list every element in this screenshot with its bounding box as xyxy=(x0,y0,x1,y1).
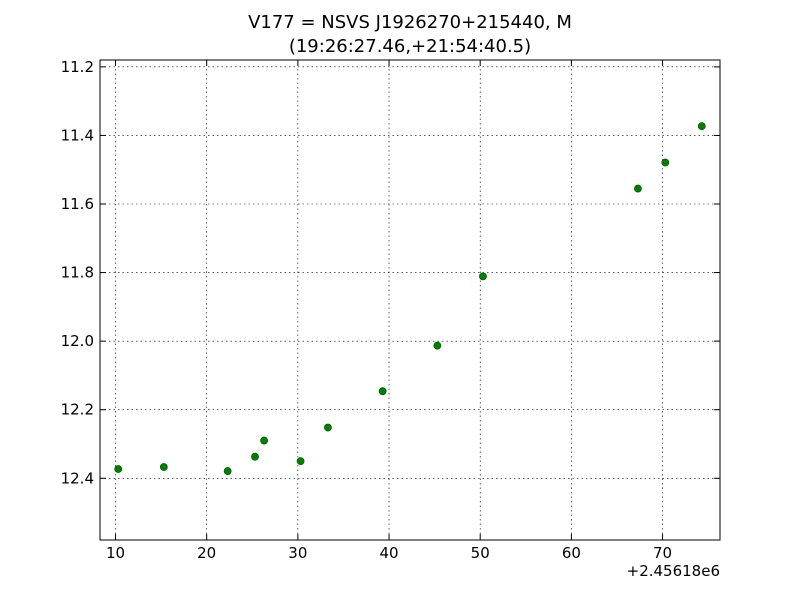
data-points xyxy=(114,122,706,475)
data-point xyxy=(324,423,332,432)
x-tick-label: 10 xyxy=(106,544,125,562)
chart-title: V177 = NSVS J1926270+215440, M xyxy=(248,12,572,33)
data-point xyxy=(159,463,168,471)
x-tick-label: 30 xyxy=(288,544,307,562)
axis-ticks: 10 20 30 40 50 60 70 11.2 11.4 11.6 11.8 12.0 12.2 12… xyxy=(61,58,720,562)
grid-lines xyxy=(100,60,720,540)
data-point xyxy=(634,184,642,193)
data-point xyxy=(661,158,670,167)
y-tick-label: 12.4 xyxy=(61,469,94,487)
y-tick-label: 11.8 xyxy=(61,264,94,282)
x-tick-label: 60 xyxy=(562,544,581,562)
data-point xyxy=(479,272,487,281)
x-tick-label: 70 xyxy=(653,544,672,562)
y-tick-label: 12.2 xyxy=(61,401,94,419)
y-tick-label: 12.0 xyxy=(61,332,94,350)
x-tick-label: 40 xyxy=(379,544,398,562)
data-point xyxy=(697,122,706,131)
chart-subtitle: (19:26:27.46,+21:54:40.5) xyxy=(289,36,531,57)
x-tick-label: 50 xyxy=(471,544,490,562)
y-tick-label: 11.2 xyxy=(61,58,94,76)
data-point xyxy=(296,457,305,466)
x-offset-label: +2.45618e6 xyxy=(627,562,720,580)
y-tick-label: 11.4 xyxy=(61,126,94,144)
data-point xyxy=(433,341,442,350)
data-point xyxy=(260,436,269,445)
data-point xyxy=(223,467,232,475)
plot-frame xyxy=(99,59,721,541)
data-point xyxy=(251,452,259,461)
data-point xyxy=(114,465,123,473)
data-point xyxy=(378,387,387,396)
x-tick-label: 20 xyxy=(197,544,216,562)
y-tick-label: 11.6 xyxy=(61,195,94,213)
